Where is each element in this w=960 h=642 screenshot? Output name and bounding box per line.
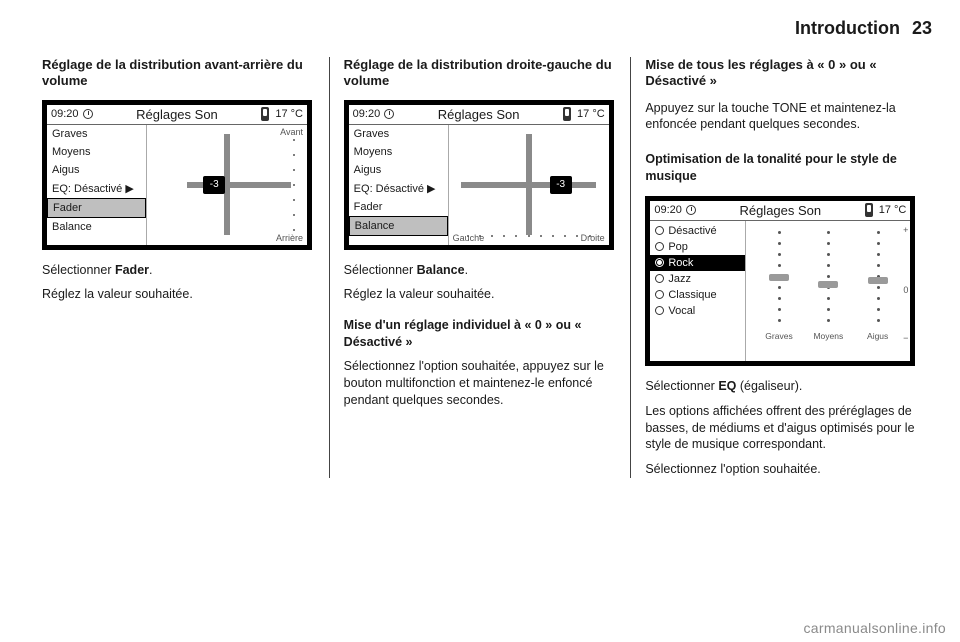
temperature-value: 17 °C — [275, 108, 303, 120]
eq-preset-option[interactable]: Vocal — [650, 303, 745, 319]
thermometer-icon — [563, 107, 571, 121]
eq-preset-option[interactable]: Jazz — [650, 271, 745, 287]
eq-preset-list: Désactivé Pop Rock Jazz Classique Vocal — [650, 221, 746, 361]
lcd-menu-item[interactable]: Moyens — [47, 143, 146, 161]
lcd-fader-menu: GravesMoyensAigusEQ: Désactivé ▶FaderBal… — [47, 125, 147, 245]
radio-icon — [655, 242, 664, 251]
eq-preset-option[interactable]: Désactivé — [650, 223, 745, 239]
lcd-menu-item[interactable]: Moyens — [349, 143, 448, 161]
column-balance: Réglage de la distribution droite-gauche… — [329, 57, 631, 478]
clock-value: 09:20 — [353, 108, 381, 120]
eq-sliders: + 0 − Graves Moyens Aigus — [746, 221, 910, 361]
eq-preset-label: Jazz — [668, 273, 691, 285]
lcd-menu-item[interactable]: EQ: Désactivé ▶ — [47, 179, 146, 198]
lcd-menu-item[interactable]: Graves — [349, 125, 448, 143]
eq-scale-plus: + — [903, 225, 908, 235]
radio-icon — [655, 226, 664, 235]
fader-knob[interactable]: -3 — [203, 176, 225, 194]
thermometer-icon — [261, 107, 269, 121]
eq-scale-minus: − — [903, 333, 908, 343]
lcd-balance-frame: 09:20 Réglages Son 17 °C GravesMoyensAig… — [344, 100, 614, 250]
lcd-fader-frame: 09:20 Réglages Son 17 °C GravesMoyensAig… — [42, 100, 312, 250]
eq-text-3: Sélectionnez l'option souhaitée. — [645, 461, 918, 478]
lcd-balance-statusbar: 09:20 Réglages Son 17 °C — [349, 105, 609, 125]
eq-preset-option[interactable]: Pop — [650, 239, 745, 255]
eq-instruction-1: Sélectionner EQ (égaliseur). — [645, 378, 918, 395]
lcd-menu-item[interactable]: Aigus — [349, 161, 448, 179]
radio-icon — [655, 258, 664, 267]
column-eq: Mise de tous les réglages à « 0 » ou « D… — [630, 57, 932, 478]
temperature-value: 17 °C — [879, 204, 907, 216]
clock-value: 09:20 — [654, 204, 682, 216]
lcd-menu-item[interactable]: Aigus — [47, 161, 146, 179]
radio-icon — [655, 306, 664, 315]
eq-preset-option[interactable]: Rock — [650, 255, 745, 271]
balance-instruction-2: Réglez la valeur souhaitée. — [344, 286, 617, 303]
reset-one-text: Sélectionnez l'option souhaitée, appuyez… — [344, 358, 617, 409]
balance-knob[interactable]: -3 — [550, 176, 572, 194]
radio-icon — [655, 290, 664, 299]
page-header: Introduction 23 — [28, 18, 932, 39]
eq-thumb[interactable] — [818, 281, 838, 288]
axis-label-front: Avant — [280, 127, 303, 137]
clock-icon — [384, 109, 394, 119]
heading-reset-all: Mise de tous les réglages à « 0 » ou « D… — [645, 57, 918, 90]
temperature-value: 17 °C — [577, 108, 605, 120]
balance-instruction-1: Sélectionner Balance. — [344, 262, 617, 279]
eq-thumb[interactable] — [868, 277, 888, 284]
lcd-fader-crosspad: -3 Avant Arrière — [147, 125, 307, 245]
lcd-menu-item[interactable]: Graves — [47, 125, 146, 143]
lcd-title: Réglages Son — [398, 107, 559, 122]
fader-instruction-2: Réglez la valeur souhaitée. — [42, 286, 315, 303]
lcd-menu-item[interactable]: Fader — [47, 198, 146, 218]
balance-axis-horizontal — [461, 182, 595, 188]
eq-text-2: Les options affichées offrent des prérég… — [645, 403, 918, 454]
eq-band[interactable]: Graves — [766, 227, 792, 343]
eq-band-label: Aigus — [867, 331, 888, 341]
balance-scale-dots — [467, 233, 591, 239]
lcd-balance-menu: GravesMoyensAigusEQ: Désactivé ▶FaderBal… — [349, 125, 449, 245]
eq-band[interactable]: Aigus — [865, 227, 891, 343]
lcd-balance-crosspad: -3 Gauche Droite — [449, 125, 609, 245]
manual-page: Introduction 23 Réglage de la distributi… — [0, 0, 960, 642]
column-fader: Réglage de la distribution avant-arrière… — [28, 57, 329, 478]
lcd-fader-statusbar: 09:20 Réglages Son 17 °C — [47, 105, 307, 125]
watermark: carmanualsonline.info — [804, 620, 947, 636]
reset-all-text: Appuyez sur la touche TONE et maintenez-… — [645, 100, 918, 134]
lcd-title: Réglages Son — [97, 107, 258, 122]
clock-value: 09:20 — [51, 108, 79, 120]
lcd-menu-item[interactable]: Balance — [349, 216, 448, 236]
eq-preset-label: Vocal — [668, 305, 695, 317]
thermometer-icon — [865, 203, 873, 217]
eq-band[interactable]: Moyens — [815, 227, 841, 343]
content-columns: Réglage de la distribution avant-arrière… — [28, 57, 932, 478]
eq-preset-label: Rock — [668, 257, 693, 269]
clock-icon — [83, 109, 93, 119]
heading-fader: Réglage de la distribution avant-arrière… — [42, 57, 315, 90]
clock-icon — [686, 205, 696, 215]
lcd-eq-frame: 09:20 Réglages Son 17 °C Désactivé Pop Roc… — [645, 196, 915, 366]
radio-icon — [655, 274, 664, 283]
eq-preset-label: Désactivé — [668, 225, 716, 237]
axis-label-rear: Arrière — [276, 233, 303, 243]
heading-eq: Optimisation de la tonalité pour le styl… — [645, 151, 918, 184]
page-number: 23 — [912, 18, 932, 39]
eq-scale-zero: 0 — [903, 285, 908, 295]
lcd-title: Réglages Son — [700, 203, 861, 218]
heading-balance: Réglage de la distribution droite-gauche… — [344, 57, 617, 90]
eq-band-label: Graves — [765, 331, 792, 341]
eq-preset-option[interactable]: Classique — [650, 287, 745, 303]
fader-scale-dots — [293, 139, 303, 231]
section-title: Introduction — [795, 18, 900, 39]
lcd-menu-item[interactable]: EQ: Désactivé ▶ — [349, 179, 448, 198]
fader-instruction-1: Sélectionner Fader. — [42, 262, 315, 279]
reset-one-heading: Mise d'un réglage individuel à « 0 » ou … — [344, 317, 617, 350]
eq-preset-label: Pop — [668, 241, 688, 253]
eq-band-label: Moyens — [813, 331, 843, 341]
eq-thumb[interactable] — [769, 274, 789, 281]
lcd-menu-item[interactable]: Balance — [47, 218, 146, 236]
lcd-menu-item[interactable]: Fader — [349, 198, 448, 216]
eq-preset-label: Classique — [668, 289, 716, 301]
lcd-eq-statusbar: 09:20 Réglages Son 17 °C — [650, 201, 910, 221]
